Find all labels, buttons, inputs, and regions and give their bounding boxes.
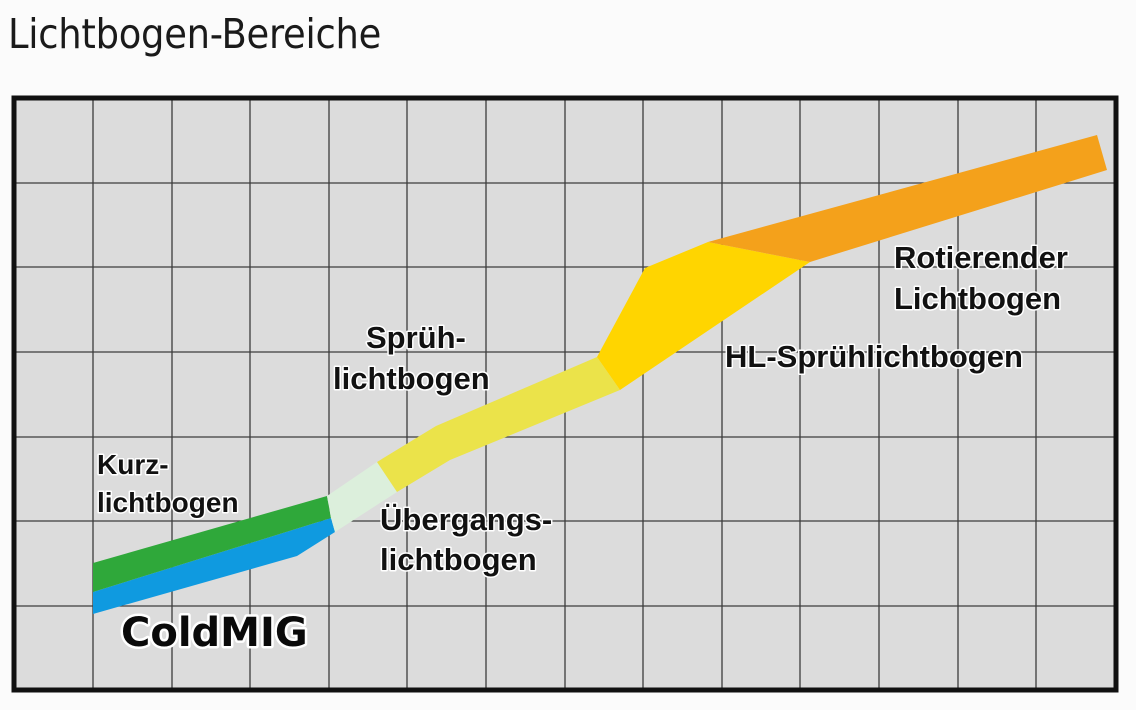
label-spruehlichtbogen-line2: lichtbogen [333, 361, 490, 396]
hl-spruehlichtbogen-band [597, 242, 810, 390]
rotierender-lichtbogen-band [708, 135, 1107, 262]
label-rotierender-lichtbogen: Rotierender Lichtbogen [894, 240, 1077, 316]
page-title: Lichtbogen-Bereiche [8, 10, 382, 58]
uebergangslichtbogen-band [327, 462, 397, 532]
kurzlichtbogen-band [93, 496, 331, 592]
label-kurzlichtbogen-line1: Kurz- [97, 449, 169, 480]
label-spruehlichtbogen-line1: Sprüh- [366, 320, 466, 355]
label-rotierender-lichtbogen-line2: Lichtbogen [894, 281, 1061, 316]
label-rotierender-lichtbogen-line1: Rotierender [894, 240, 1068, 275]
label-hl-spruehlichtbogen-line1: HL-Sprühlichtbogen [725, 339, 1023, 374]
label-uebergangslichtbogen-line1: Übergangs- [380, 502, 552, 537]
label-uebergangslichtbogen: Übergangs- lichtbogen [380, 502, 561, 577]
coldmig-band [93, 518, 335, 614]
label-coldmig-line1: ColdMIG [121, 610, 308, 656]
label-hl-spruehlichtbogen: HL-Sprühlichtbogen [725, 339, 1023, 374]
label-kurzlichtbogen: Kurz- lichtbogen [97, 449, 239, 518]
label-spruehlichtbogen: Sprüh- lichtbogen [333, 320, 490, 396]
label-kurzlichtbogen-line2: lichtbogen [97, 487, 239, 518]
label-uebergangslichtbogen-line2: lichtbogen [380, 542, 537, 577]
diagram-frame [11, 95, 1119, 693]
label-coldmig: ColdMIG [121, 610, 308, 656]
spruehlichtbogen-band [377, 357, 620, 492]
